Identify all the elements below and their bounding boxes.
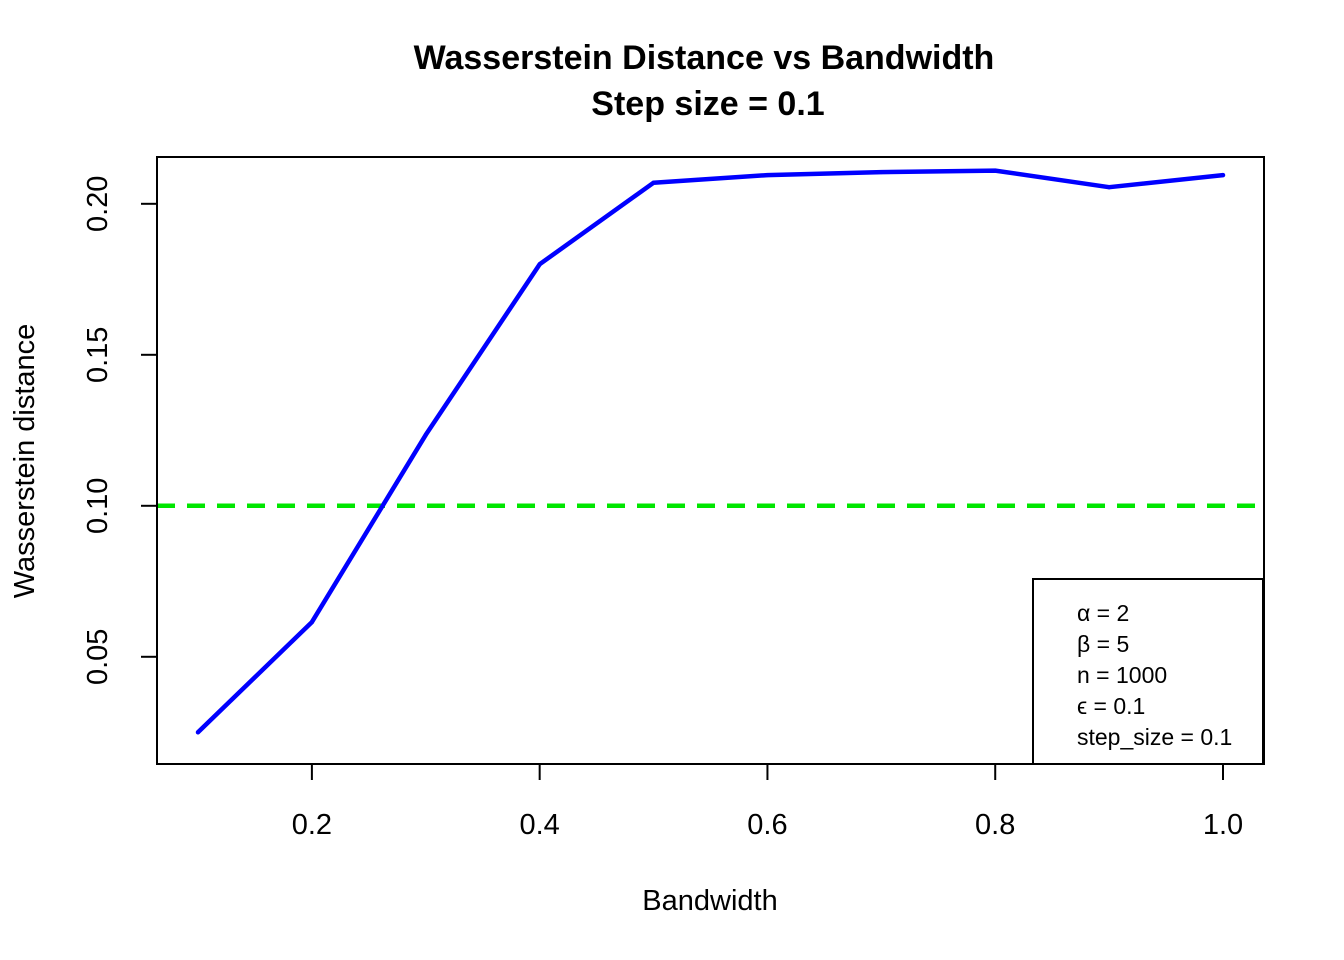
- x-tick-label: 0.2: [292, 809, 332, 841]
- x-tick-label: 0.6: [747, 809, 787, 841]
- y-axis-title: Wasserstein distance: [9, 324, 41, 599]
- y-tick-label: 0.15: [82, 327, 114, 383]
- data-point: [196, 730, 200, 735]
- legend: α = 2 β = 5 n = 1000 ϵ = 0.1 step_size =…: [1032, 578, 1264, 765]
- x-axis-title: Bandwidth: [642, 885, 777, 917]
- legend-entry-step-size: step_size = 0.1: [1077, 724, 1232, 750]
- plot-area: [157, 168, 1264, 735]
- x-tick-label: 0.8: [975, 809, 1015, 841]
- data-point: [993, 168, 998, 173]
- data-point: [537, 262, 542, 267]
- data-point: [423, 432, 428, 437]
- plot-frame: [156, 156, 1265, 765]
- legend-entry-epsilon: ϵ = 0.1: [1077, 693, 1145, 719]
- legend-entry-n: n = 1000: [1077, 662, 1167, 688]
- legend-entry-beta: β = 5: [1077, 631, 1129, 657]
- data-point: [765, 173, 770, 178]
- y-tick-label: 0.05: [82, 629, 114, 685]
- chart-subtitle: Step size = 0.1: [591, 85, 824, 123]
- axes: 0.2 0.4 0.6 0.8 1.0 0.05 0.10 0.15 0.20: [82, 176, 1243, 841]
- chart-title: Wasserstein Distance vs Bandwidth: [414, 39, 995, 77]
- y-tick-label: 0.10: [82, 478, 114, 534]
- series-line-0: [195, 168, 1226, 735]
- legend-box: [1032, 578, 1264, 765]
- x-tick-label: 0.4: [520, 809, 560, 841]
- y-tick-label: 0.20: [82, 176, 114, 232]
- data-point: [1221, 173, 1225, 178]
- data-point: [651, 180, 656, 185]
- legend-entry-alpha: α = 2: [1077, 600, 1129, 626]
- data-point: [879, 170, 884, 175]
- data-point: [1107, 185, 1112, 190]
- x-tick-label: 1.0: [1203, 809, 1243, 841]
- data-point: [309, 620, 314, 625]
